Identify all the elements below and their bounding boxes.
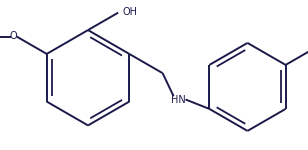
Text: HN: HN: [171, 95, 186, 105]
Text: OH: OH: [123, 7, 138, 17]
Text: O: O: [9, 31, 17, 41]
